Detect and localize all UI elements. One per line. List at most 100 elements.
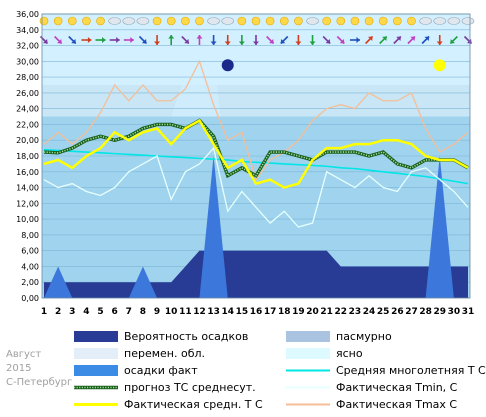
x-tick-label: 3 [69,307,75,317]
month-label: Август [6,349,42,360]
plot-area [39,13,475,299]
y-tick-label: 28,00 [16,73,39,82]
clear-band [42,14,470,85]
x-tick-label: 24 [363,307,376,317]
cloud-icon [419,17,432,25]
cloud-icon [433,17,447,25]
wind-arrowhead-icon [168,35,175,39]
moon-marker [221,59,234,72]
x-tick-label: 13 [207,307,220,317]
y-tick-label: 10,00 [16,215,39,224]
cloud-icon [122,17,136,25]
wind-arrowhead-icon [280,38,286,44]
series-line [43,146,469,228]
wind-arrowhead-icon [116,37,120,43]
cloud-icon [108,17,121,25]
wind-arrowhead-icon [238,41,245,45]
x-tick-label: 23 [349,307,362,317]
wind-arrowhead-icon [71,38,76,44]
sun-icon [350,16,360,26]
sun-icon [82,16,91,26]
sun-icon [378,16,388,26]
sun-icon [152,16,162,26]
y-tick-label: 36,00 [16,10,39,19]
y-tick-label: 8,00 [21,231,39,240]
y-tick-label: 26,00 [16,89,39,98]
wind-arrowhead-icon [424,36,430,42]
x-tick-label: 19 [292,307,305,317]
x-tick-label: 4 [83,307,89,317]
cloud-icon [221,17,235,25]
cloud-icon [306,17,319,25]
x-tick-label: 9 [154,307,160,317]
axes: 0,00 2,00 4,00 6,00 8,00 10,00 12,00 14,00 16,00… [16,10,474,317]
legend-label: Фактическая Tmin, C [336,381,458,394]
wind-arrowhead-icon [184,38,189,44]
x-tick-label: 11 [179,307,192,317]
legend-label: осадки факт [124,364,198,377]
wind-arrowhead-icon [253,41,259,45]
x-tick-label: 21 [320,307,333,317]
year-label: 2015 [6,363,32,374]
series-line [43,59,469,182]
legend-label: прогноз ТС среднесут. [124,381,256,394]
x-tick-label: 22 [335,307,348,317]
x-tick-label: 15 [236,307,249,317]
y-tick-label: 0,00 [21,294,39,303]
x-tick-label: 20 [306,307,319,317]
y-tick-label: 34,00 [16,26,39,35]
wind-arrowhead-icon [42,38,48,44]
y-tick-label: 22,00 [16,120,39,129]
wind-arrowhead-icon [382,36,387,42]
y-tick-label: 16,00 [16,168,39,177]
sun-icon [322,16,331,26]
precip-fact-spike [44,266,73,298]
sun-icon [279,16,289,26]
x-tick-label: 8 [140,307,146,317]
city-label: С-Петербург [6,377,73,388]
sun-icon [195,16,204,26]
x-tick-label: 30 [448,307,461,317]
wind-arrowhead-icon [269,38,274,44]
x-tick-label: 1 [41,307,47,317]
wind-arrowhead-icon [57,38,62,44]
x-tick-label: 27 [405,307,418,317]
sun-icon [336,16,346,26]
wind-arrowhead-icon [356,37,360,43]
legend-label: перемен. обл. [124,347,205,360]
x-tick-label: 26 [391,307,404,317]
sun-icon [39,16,49,26]
legend-swatch [286,348,330,359]
cloud-icon [136,17,150,25]
x-tick-label: 25 [377,307,390,317]
sun-icon [393,16,402,26]
precip-fact-spike [425,156,454,298]
legend-swatch [74,348,118,359]
y-tick-label: 14,00 [16,184,39,193]
cloud-icon [207,17,220,25]
legend-swatch [74,365,118,376]
wind-arrowhead-icon [436,41,443,45]
x-tick-label: 12 [193,307,206,317]
legend: Вероятность осадков пасмурно перемен. обл.… [74,330,486,411]
x-tick-label: 6 [112,307,118,317]
plot-border [41,13,471,299]
sun-icon [67,16,77,26]
x-tick-label: 10 [165,307,178,317]
x-tick-label: 7 [126,307,132,317]
sun-icon [237,16,247,26]
wind-arrowhead-icon [325,38,331,44]
y-tick-label: 18,00 [16,152,39,161]
precip-fact-spike [199,156,228,298]
legend-swatch [286,331,330,342]
x-tick-label: 18 [278,307,291,317]
wind-arrowhead-icon [224,41,231,45]
legend-label: ясно [336,347,363,360]
sun-marker [433,59,446,72]
wind-arrowhead-icon [154,41,161,45]
clear-sky-patch [171,53,221,117]
cloud-icon [461,17,475,25]
sun-icon [251,16,261,26]
wind-arrowhead-icon [309,41,316,45]
